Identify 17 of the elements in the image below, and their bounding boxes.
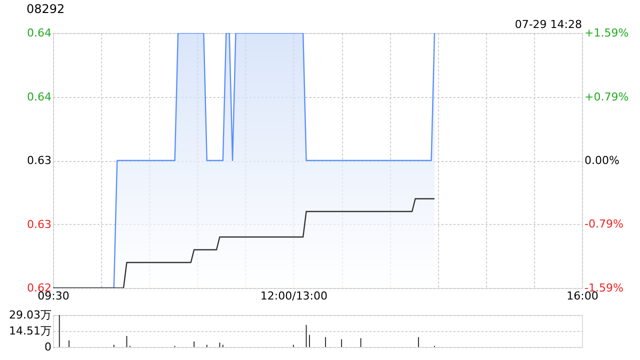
y-tick-label: 0.63 [27,218,52,231]
y-tick-label: 0.64 [27,26,52,40]
text: 07-29 14:28 [514,18,582,31]
y-tick-label: 29.03万 [9,308,52,322]
line-series [53,198,436,288]
y-tick-label: 0.63 [27,154,52,167]
y2-tick-label: +1.59% [584,26,629,40]
x-tick-label: 09:30 [38,290,70,302]
y2-tick-label: +0.79% [584,90,629,104]
y-tick-label: 14.51万 [9,324,52,338]
chart-title: 08292 [26,2,65,16]
y2-tick-label: -0.79% [584,217,624,230]
x-tick-label: 16:00 [566,290,598,302]
y2-tick-label: 0.00% [584,154,620,167]
x-tick-label: 12:00/13:00 [260,290,328,302]
y-tick-label: 0 [44,340,52,354]
y-tick-label: 0.64 [27,90,52,104]
